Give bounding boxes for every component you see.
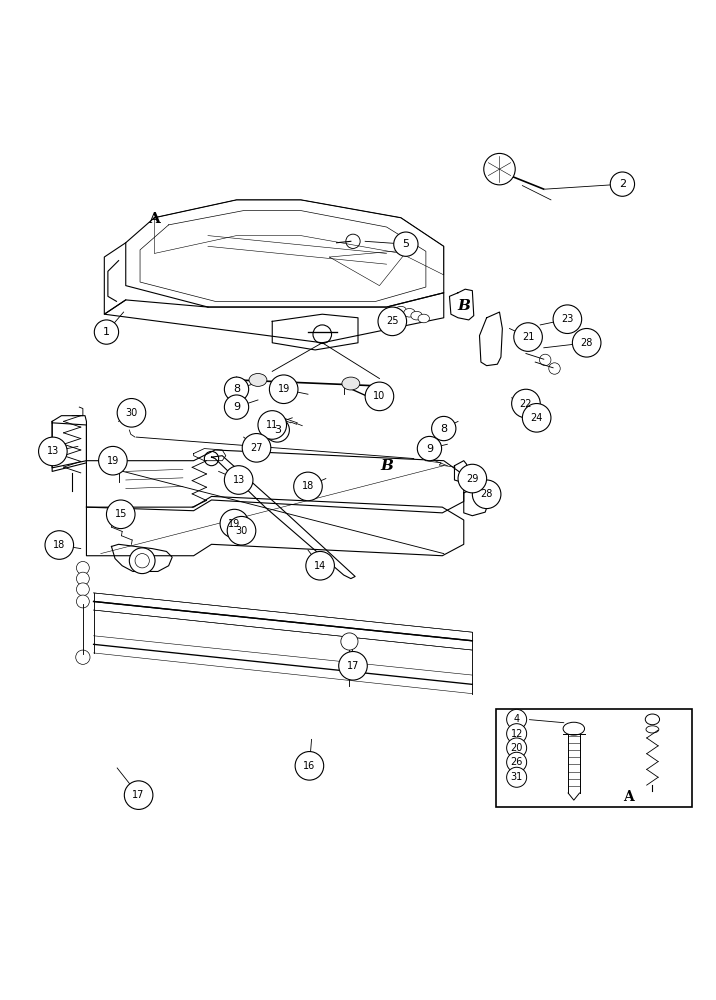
Text: 19: 19 bbox=[278, 384, 290, 394]
Ellipse shape bbox=[404, 308, 415, 317]
Ellipse shape bbox=[411, 311, 422, 320]
Text: 29: 29 bbox=[466, 474, 478, 484]
Text: B: B bbox=[380, 459, 393, 473]
Text: 19: 19 bbox=[228, 519, 241, 529]
Circle shape bbox=[77, 572, 90, 585]
Text: 5: 5 bbox=[402, 239, 410, 249]
Circle shape bbox=[130, 548, 155, 574]
Circle shape bbox=[458, 464, 487, 493]
Text: 31: 31 bbox=[511, 772, 523, 782]
Circle shape bbox=[572, 328, 601, 357]
Text: 2: 2 bbox=[619, 179, 626, 189]
Text: 15: 15 bbox=[115, 509, 127, 519]
Text: 4: 4 bbox=[513, 714, 520, 724]
Text: B: B bbox=[458, 299, 470, 313]
Circle shape bbox=[507, 724, 527, 744]
Circle shape bbox=[269, 375, 298, 404]
Circle shape bbox=[306, 551, 334, 580]
Circle shape bbox=[507, 738, 527, 758]
Circle shape bbox=[378, 307, 407, 336]
Bar bbox=[496, 709, 692, 807]
Circle shape bbox=[39, 437, 67, 466]
Circle shape bbox=[224, 466, 253, 494]
Circle shape bbox=[432, 416, 456, 441]
Ellipse shape bbox=[249, 374, 267, 386]
Circle shape bbox=[610, 172, 634, 196]
Text: 19: 19 bbox=[107, 456, 119, 466]
Text: 30: 30 bbox=[125, 408, 137, 418]
Text: 18: 18 bbox=[302, 481, 314, 491]
Text: 22: 22 bbox=[520, 399, 532, 409]
Circle shape bbox=[99, 446, 127, 475]
Circle shape bbox=[117, 399, 146, 427]
Text: 23: 23 bbox=[561, 314, 574, 324]
Text: 17: 17 bbox=[132, 790, 145, 800]
Ellipse shape bbox=[646, 726, 659, 733]
Circle shape bbox=[512, 389, 541, 418]
Circle shape bbox=[523, 404, 551, 432]
Text: 14: 14 bbox=[314, 561, 326, 571]
Circle shape bbox=[484, 153, 516, 185]
Circle shape bbox=[227, 516, 256, 545]
Text: 9: 9 bbox=[426, 444, 433, 454]
Circle shape bbox=[107, 500, 135, 529]
Text: 18: 18 bbox=[53, 540, 65, 550]
Circle shape bbox=[77, 595, 90, 608]
Text: 11: 11 bbox=[266, 420, 279, 430]
Circle shape bbox=[220, 509, 248, 538]
Text: 13: 13 bbox=[47, 446, 59, 456]
Text: 21: 21 bbox=[522, 332, 534, 342]
Circle shape bbox=[258, 411, 286, 439]
Text: 10: 10 bbox=[373, 391, 385, 401]
Circle shape bbox=[514, 323, 542, 351]
Circle shape bbox=[265, 418, 289, 442]
Circle shape bbox=[507, 767, 527, 787]
Text: 13: 13 bbox=[233, 475, 245, 485]
Text: 24: 24 bbox=[531, 413, 543, 423]
Text: 3: 3 bbox=[274, 425, 281, 435]
Circle shape bbox=[294, 472, 322, 501]
Ellipse shape bbox=[563, 722, 584, 735]
Circle shape bbox=[473, 480, 501, 509]
Text: 12: 12 bbox=[511, 729, 523, 739]
Circle shape bbox=[242, 434, 271, 462]
Circle shape bbox=[224, 395, 248, 419]
Ellipse shape bbox=[395, 306, 407, 315]
Circle shape bbox=[553, 305, 581, 333]
Text: 28: 28 bbox=[480, 489, 493, 499]
Ellipse shape bbox=[418, 314, 430, 323]
Text: 8: 8 bbox=[440, 424, 448, 434]
Circle shape bbox=[365, 382, 394, 411]
Circle shape bbox=[125, 781, 153, 809]
Circle shape bbox=[95, 320, 119, 344]
Circle shape bbox=[339, 651, 367, 680]
Circle shape bbox=[507, 709, 527, 729]
Text: A: A bbox=[623, 790, 634, 804]
Text: A: A bbox=[148, 212, 160, 226]
Circle shape bbox=[295, 752, 324, 780]
Ellipse shape bbox=[342, 377, 359, 390]
Text: 8: 8 bbox=[233, 384, 240, 394]
Text: 1: 1 bbox=[103, 327, 110, 337]
Circle shape bbox=[394, 232, 418, 256]
Text: 27: 27 bbox=[251, 443, 263, 453]
Circle shape bbox=[341, 633, 358, 650]
Text: 9: 9 bbox=[233, 402, 240, 412]
Ellipse shape bbox=[645, 714, 659, 725]
Text: 26: 26 bbox=[511, 757, 523, 767]
Text: 20: 20 bbox=[511, 743, 523, 753]
Circle shape bbox=[77, 583, 90, 596]
Text: 30: 30 bbox=[236, 526, 248, 536]
Text: 28: 28 bbox=[581, 338, 593, 348]
Circle shape bbox=[507, 752, 527, 772]
Circle shape bbox=[45, 531, 74, 559]
Text: 25: 25 bbox=[386, 316, 399, 326]
Circle shape bbox=[224, 377, 248, 401]
Text: 17: 17 bbox=[347, 661, 359, 671]
Circle shape bbox=[77, 561, 90, 574]
Text: 16: 16 bbox=[304, 761, 316, 771]
Circle shape bbox=[417, 436, 442, 461]
